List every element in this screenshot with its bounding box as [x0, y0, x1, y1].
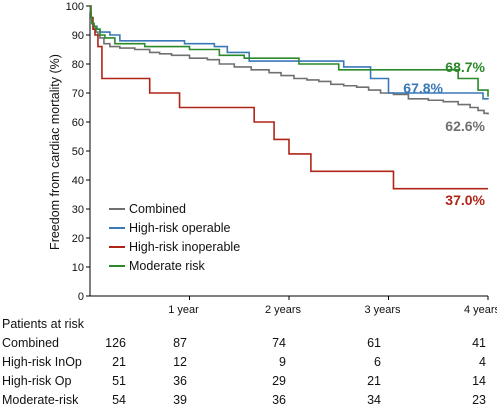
- legend-label: High-risk operable: [129, 221, 230, 235]
- legend-label: Combined: [129, 202, 186, 216]
- risk-row-label: High-risk Op: [2, 374, 72, 388]
- risk-count: 4: [479, 355, 486, 369]
- y-tick-label: 80: [72, 59, 84, 71]
- series-layer: [89, 5, 489, 190]
- risk-table: Patients at risk Combined 126 87 74 61 41High…: [2, 317, 486, 407]
- risk-count: 12: [173, 355, 187, 369]
- y-tick-label: 70: [72, 88, 84, 100]
- risk-row-label: High-risk InOp: [2, 355, 82, 369]
- risk-count: 54: [112, 393, 126, 407]
- y-tick-label: 0: [78, 291, 84, 303]
- y-tick-label: 10: [72, 262, 84, 274]
- risk-count: 41: [472, 336, 486, 350]
- y-tick-label: 20: [72, 233, 84, 245]
- risk-count: 74: [272, 336, 286, 350]
- risk-count: 21: [367, 374, 381, 388]
- risk-count: 21: [112, 355, 126, 369]
- risk-count: 23: [472, 393, 486, 407]
- risk-count: 61: [367, 336, 381, 350]
- end-value-label: 37.0%: [445, 192, 485, 208]
- y-tick-label: 50: [72, 146, 84, 158]
- y-tick-label: 30: [72, 204, 84, 216]
- end-value-label: 68.7%: [445, 59, 485, 75]
- x-tick-label: 1 year: [168, 304, 199, 316]
- y-tick-label: 40: [72, 175, 84, 187]
- risk-count: 6: [374, 355, 381, 369]
- risk-count: 51: [112, 374, 126, 388]
- risk-count: 39: [173, 393, 187, 407]
- risk-count: 14: [472, 374, 486, 388]
- risk-count: 126: [105, 336, 126, 350]
- risk-table-title: Patients at risk: [2, 317, 85, 331]
- risk-row-label: Moderate-risk: [2, 393, 79, 407]
- risk-count: 34: [367, 393, 381, 407]
- risk-count: 36: [272, 393, 286, 407]
- risk-count: 36: [173, 374, 187, 388]
- series-line-4: [89, 5, 489, 97]
- end-value-label: 62.6%: [445, 118, 485, 134]
- end-labels: 62.6% 67.8% 37.0% 68.7%: [403, 59, 485, 208]
- y-tick-label: 100: [66, 1, 84, 13]
- y-tick-label: 60: [72, 117, 84, 129]
- y-tick-label: 90: [72, 30, 84, 42]
- y-axis-label: Freedom from cardiac mortality (%): [48, 54, 62, 250]
- legend-label: High-risk inoperable: [129, 240, 240, 254]
- end-value-label: 67.8%: [403, 80, 443, 96]
- risk-count: 87: [173, 336, 187, 350]
- x-tick-label: 4 years: [464, 304, 497, 316]
- risk-count: 9: [279, 355, 286, 369]
- x-tick-label: 3 years: [364, 304, 401, 316]
- legend: Combined High-risk operable High-risk inop…: [109, 202, 240, 273]
- series-line-3: [90, 5, 488, 190]
- axes-layer: 0 10 20 30 40 50 60 70 80 90 100 1 year 2 years 3 yea…: [66, 1, 497, 316]
- x-tick-label: 2 years: [265, 304, 302, 316]
- legend-label: Moderate risk: [129, 259, 205, 273]
- risk-row-label: Combined: [2, 336, 59, 350]
- risk-count: 29: [272, 374, 286, 388]
- series-line-1: [89, 5, 489, 115]
